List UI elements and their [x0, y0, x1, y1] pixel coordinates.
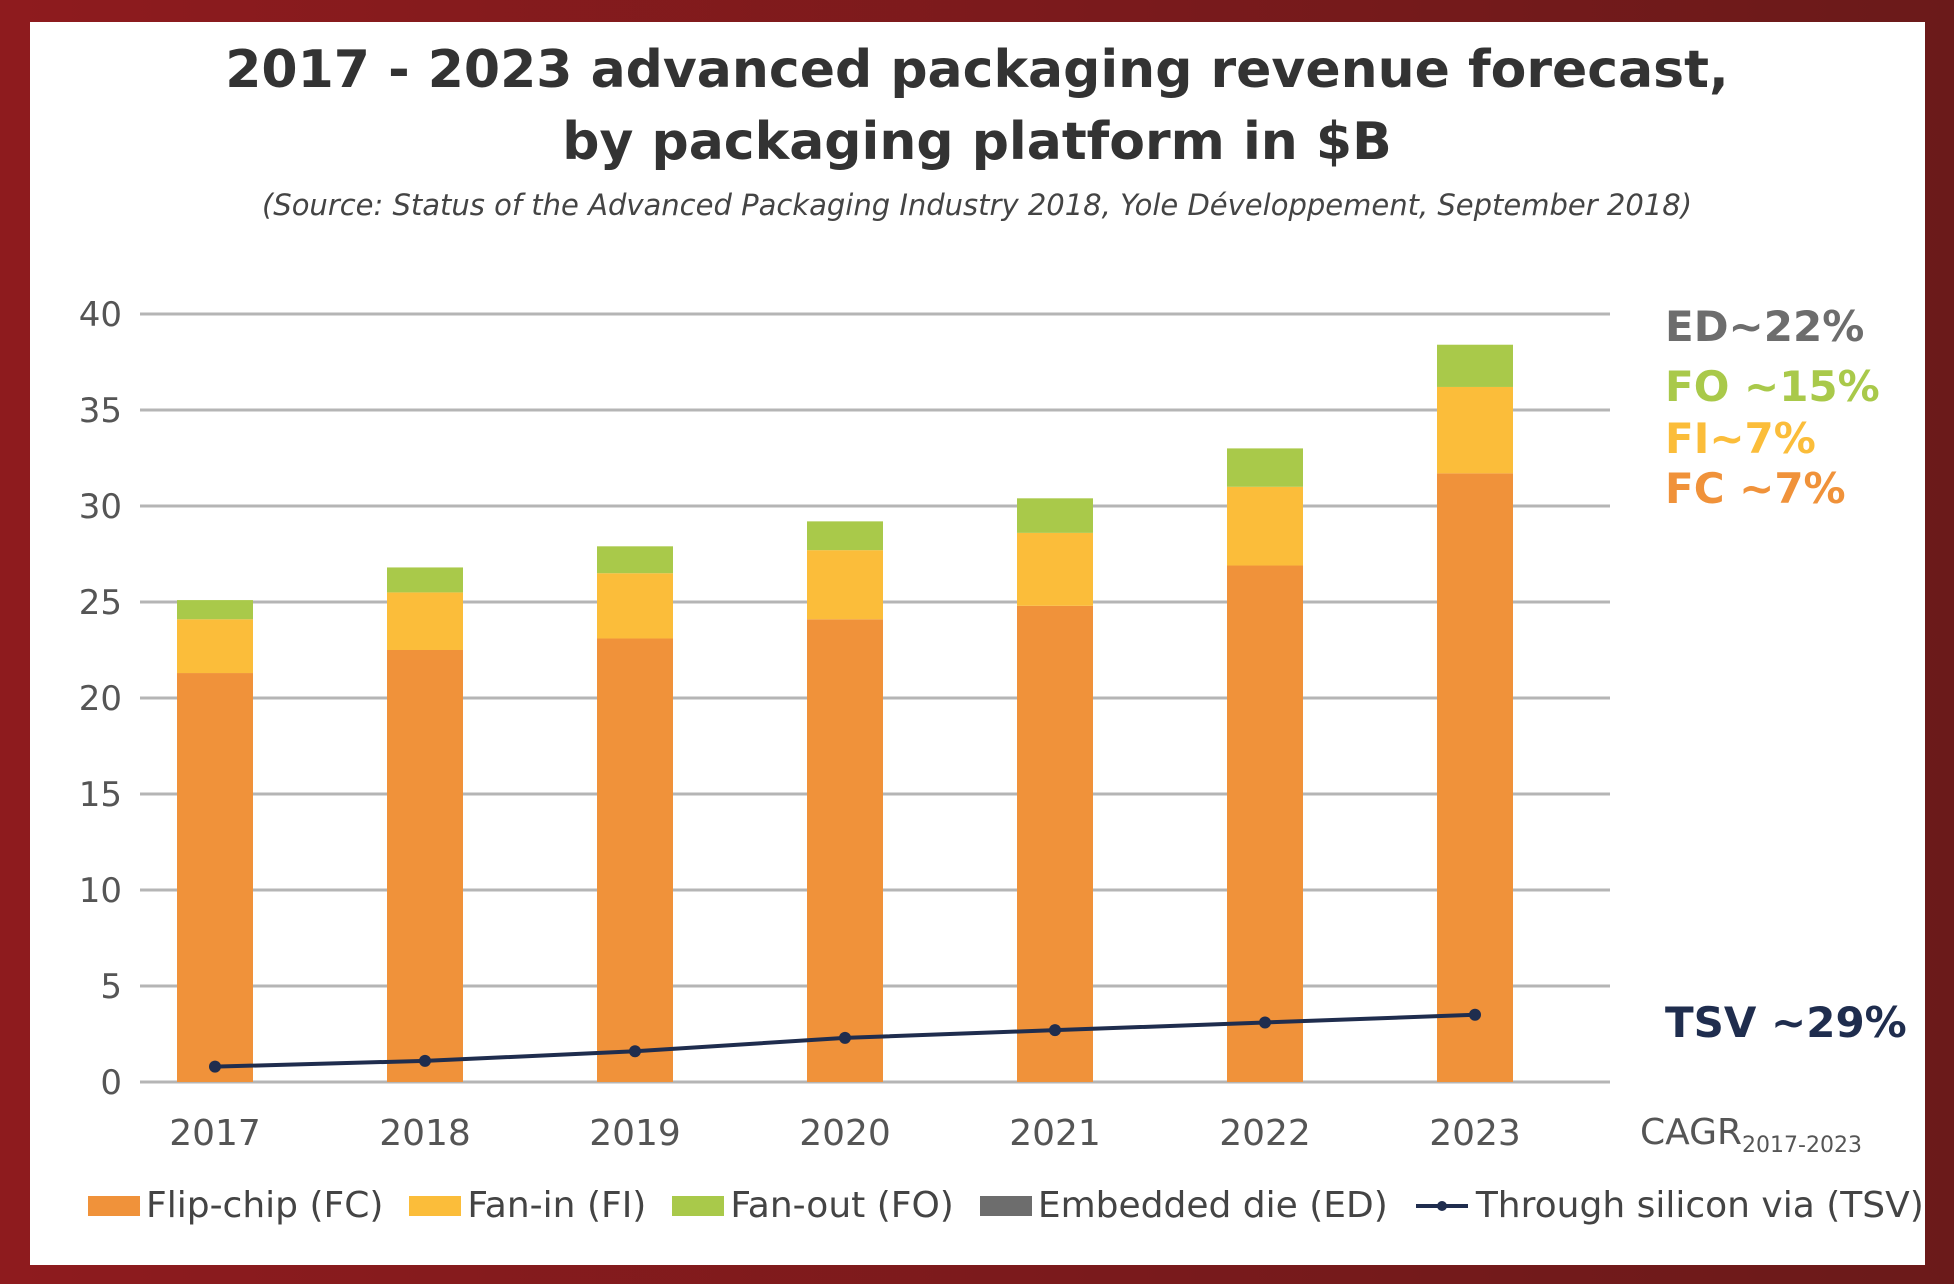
cagr-fi: FI~7%	[1665, 414, 1816, 463]
cagr-tsv: TSV ~29%	[1665, 998, 1907, 1047]
bar-segment	[387, 592, 463, 650]
bar-segment	[1017, 605, 1093, 1082]
legend-item-tsv: Through silicon via (TSV)	[1414, 1185, 1924, 1226]
bar-segment	[597, 546, 673, 574]
tsv-point	[1049, 1024, 1061, 1037]
legend-label: Flip-chip (FC)	[146, 1185, 384, 1226]
chart-title-line-2: by packaging platform in $B	[562, 112, 1392, 172]
bar-segment	[387, 650, 463, 1082]
bar-segment	[177, 673, 253, 1082]
legend-label: Fan-out (FO)	[730, 1185, 954, 1226]
legend-swatch	[88, 1195, 140, 1216]
bar-segment	[597, 638, 673, 1082]
y-tick-label: 15	[79, 775, 122, 815]
legend-line-swatch	[1415, 1200, 1468, 1211]
cagr-fo: FO ~15%	[1665, 362, 1880, 411]
legend-swatch	[672, 1195, 725, 1216]
bar-segment	[807, 619, 883, 1082]
y-tick-label: 40	[79, 295, 122, 335]
bar-segment	[807, 521, 883, 551]
legend-label: Fan-in (FI)	[467, 1185, 647, 1226]
cagr-fc: FC ~7%	[1665, 464, 1846, 513]
bar-segment	[597, 573, 673, 639]
legend-swatch	[409, 1195, 462, 1216]
tsv-point	[629, 1045, 641, 1058]
x-tick-label: 2018	[379, 1113, 471, 1154]
bar-segment	[1017, 498, 1093, 533]
cagr-label: CAGR2017-2023	[1640, 1112, 1862, 1158]
legend-swatch	[979, 1195, 1032, 1216]
tsv-point	[839, 1031, 851, 1044]
bar-segment	[1017, 532, 1093, 606]
tsv-point	[419, 1054, 431, 1067]
bar-segment	[1437, 473, 1513, 1082]
bar-segment	[387, 567, 463, 593]
y-tick-label: 35	[79, 391, 122, 431]
tsv-point	[1259, 1016, 1271, 1029]
tsv-point	[209, 1060, 221, 1073]
cagr-text: CAGR	[1640, 1112, 1743, 1153]
tsv-point	[1469, 1008, 1481, 1021]
x-tick-label: 2017	[169, 1113, 261, 1154]
bar-segment	[1437, 386, 1513, 474]
bar-segment	[1437, 344, 1513, 387]
chart-subtitle: (Source: Status of the Advanced Packagin…	[261, 188, 1693, 222]
y-tick-label: 30	[79, 487, 122, 527]
y-tick-label: 0	[100, 1063, 122, 1103]
bar-segment	[1227, 486, 1303, 566]
cagr-ed: ED~22%	[1665, 302, 1865, 351]
legend-label: Embedded die (ED)	[1037, 1185, 1388, 1226]
legend-item-fc: Flip-chip (FC)	[88, 1185, 383, 1226]
cagr-period: 2017-2023	[1742, 1133, 1862, 1159]
x-tick-label: 2022	[1219, 1113, 1311, 1154]
bar-segment	[807, 550, 883, 620]
x-tick-label: 2019	[589, 1113, 681, 1154]
y-tick-label: 20	[79, 679, 122, 719]
y-tick-label: 10	[79, 871, 122, 911]
legend-label: Through silicon via (TSV)	[1475, 1185, 1924, 1226]
bar-segment	[1227, 448, 1303, 487]
y-tick-label: 25	[79, 583, 122, 623]
chart-panel	[30, 22, 1925, 1265]
legend-item-ed: Embedded die (ED)	[979, 1185, 1388, 1226]
legend-item-fo: Fan-out (FO)	[672, 1185, 954, 1226]
x-tick-label: 2020	[799, 1113, 891, 1154]
x-tick-label: 2021	[1009, 1113, 1101, 1154]
x-tick-label: 2023	[1429, 1113, 1521, 1154]
bar-segment	[1227, 565, 1303, 1082]
legend: Flip-chip (FC) Fan-in (FI) Fan-out (FO) …	[88, 1185, 1924, 1226]
legend-item-fi: Fan-in (FI)	[409, 1185, 646, 1226]
bar-segment	[177, 619, 253, 674]
chart-title-line-1: 2017 - 2023 advanced packaging revenue f…	[225, 40, 1729, 100]
y-tick-label: 5	[100, 967, 122, 1007]
bar-segment	[177, 600, 253, 620]
